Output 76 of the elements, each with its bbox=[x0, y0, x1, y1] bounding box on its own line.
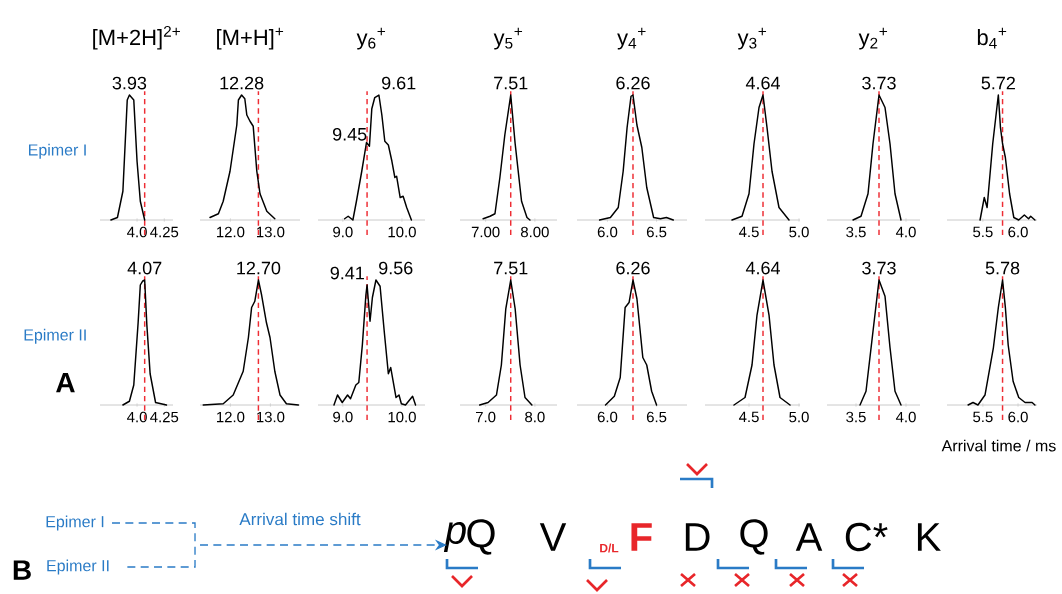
x-tick-label: 9.0 bbox=[333, 226, 353, 238]
x-tick-label: 13.0 bbox=[257, 411, 285, 423]
x-tick-label: 4.0 bbox=[127, 226, 147, 238]
text: D/L bbox=[600, 543, 619, 553]
text: A bbox=[795, 523, 823, 551]
text: C* bbox=[845, 522, 888, 552]
x-tick-label: 7.00 bbox=[471, 226, 500, 238]
x-tick-label: 5.5 bbox=[973, 226, 993, 238]
x-tick-label: 6.0 bbox=[597, 411, 618, 423]
x-tick-label: 8.0 bbox=[525, 411, 545, 423]
annotation: 6.26 bbox=[616, 261, 650, 275]
x-tick-label: 6.5 bbox=[646, 226, 667, 238]
x-tick-label: 10.0 bbox=[388, 226, 416, 238]
x-tick-label: 7.0 bbox=[476, 411, 496, 423]
x-tick-label: 13.0 bbox=[257, 226, 285, 238]
chart-title: b$_{4}$+ bbox=[977, 27, 1007, 49]
annotation: 6.26 bbox=[616, 76, 650, 90]
text: Arrival time shift bbox=[239, 512, 361, 526]
annotation: 4.64 bbox=[745, 76, 780, 90]
text: Epimer I bbox=[46, 515, 104, 531]
x-tick-label: 3.5 bbox=[846, 411, 866, 423]
x-tick-label: 12.0 bbox=[217, 411, 245, 423]
x-tick-label: 10.0 bbox=[388, 411, 416, 423]
x-tick-label: 4.25 bbox=[150, 411, 179, 423]
text: Q bbox=[467, 519, 495, 555]
x-axis-title: Arrival time / ms bbox=[941, 439, 1056, 452]
x-tick-label: 4.5 bbox=[738, 226, 759, 238]
x-tick-label: 12.0 bbox=[217, 226, 245, 238]
text: B bbox=[13, 560, 31, 580]
annotation: 5.78 bbox=[985, 261, 1020, 275]
annotation: 5.72 bbox=[981, 76, 1015, 90]
chart-title: y$_{3}$+ bbox=[737, 27, 767, 50]
x-tick-label: 6.0 bbox=[597, 226, 618, 238]
x-tick-label: 6.0 bbox=[1008, 226, 1028, 238]
annotation: 3.73 bbox=[862, 76, 896, 90]
x-tick-label: 4.0 bbox=[895, 226, 916, 238]
chart-title: [M+2H]$^{2+}$ bbox=[93, 25, 180, 50]
annotation: 3.93 bbox=[112, 76, 147, 90]
annotation: 3.73 bbox=[862, 261, 896, 275]
text: p bbox=[443, 522, 466, 552]
text: K bbox=[917, 523, 941, 551]
text: F bbox=[631, 523, 652, 551]
x-tick-label: 6.5 bbox=[646, 411, 667, 423]
chart-title: y$_{5}$+ bbox=[493, 27, 523, 50]
annotation: 12.70 bbox=[237, 261, 281, 275]
x-tick-label: 5.5 bbox=[973, 411, 993, 423]
x-tick-label: 5.0 bbox=[789, 411, 809, 423]
x-tick-label: 9.0 bbox=[333, 411, 353, 423]
annotation: 9.61 bbox=[382, 76, 416, 90]
chart-title: y$_{4}$+ bbox=[617, 27, 646, 50]
x-tick-label: 4.0 bbox=[127, 411, 147, 423]
text: V bbox=[539, 523, 567, 551]
chart-title: [M+H]$^{+}$ bbox=[217, 27, 284, 50]
x-tick-label: 4.25 bbox=[150, 226, 179, 238]
annotation: 7.51 bbox=[494, 261, 528, 275]
annotation: 7.51 bbox=[494, 76, 528, 90]
chart-title: y$_{6}$+ bbox=[356, 27, 386, 50]
text: D bbox=[685, 523, 710, 551]
annotation: 4.07 bbox=[127, 261, 162, 275]
x-tick-label: 4.0 bbox=[895, 411, 916, 423]
text: Q bbox=[740, 519, 768, 555]
chart-title: y$_{2}$+ bbox=[858, 27, 888, 50]
text: Epimer I bbox=[29, 143, 86, 159]
x-tick-label: 3.5 bbox=[846, 226, 866, 238]
annotation: 4.64 bbox=[745, 261, 780, 275]
x-tick-label: 4.5 bbox=[738, 411, 759, 423]
x-tick-label: 5.0 bbox=[789, 226, 809, 238]
annotation: 9.56 bbox=[379, 261, 413, 275]
annotation: 9.45 bbox=[332, 127, 367, 141]
text: Epimer II bbox=[47, 559, 109, 575]
text: Epimer II bbox=[24, 328, 86, 344]
x-tick-label: 8.00 bbox=[520, 226, 549, 238]
text: A bbox=[56, 372, 75, 393]
annotation: 12.28 bbox=[220, 76, 264, 90]
annotation: 9.41 bbox=[330, 266, 364, 280]
x-tick-label: 6.0 bbox=[1008, 411, 1028, 423]
